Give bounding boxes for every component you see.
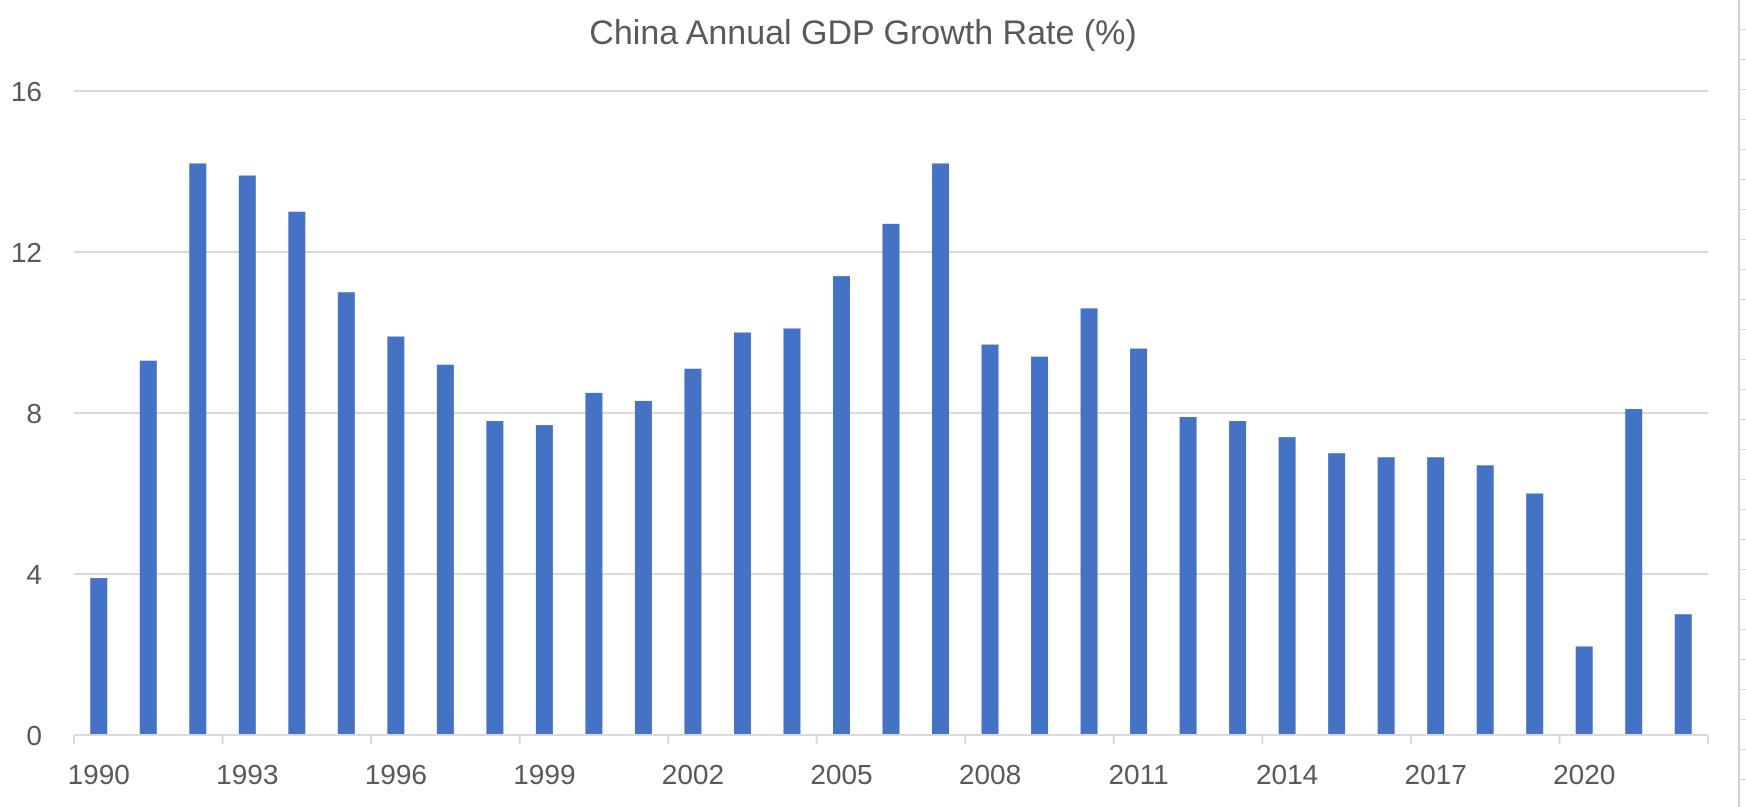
bar — [585, 392, 603, 735]
bar — [1229, 421, 1247, 735]
chart-title: China Annual GDP Growth Rate (%) — [589, 14, 1136, 52]
bar — [288, 211, 306, 735]
x-tick-label: 2017 — [1405, 759, 1467, 790]
bar — [1526, 493, 1544, 735]
bar — [634, 400, 652, 735]
y-tick-label: 4 — [26, 559, 42, 590]
bar — [238, 175, 256, 735]
x-tick-label: 1996 — [365, 759, 427, 790]
x-tick-label: 1999 — [513, 759, 575, 790]
x-tick-label: 2020 — [1553, 759, 1615, 790]
spreadsheet-edge — [1738, 0, 1746, 807]
bar-series — [90, 163, 1692, 735]
bar — [337, 292, 355, 735]
bar — [189, 163, 207, 735]
bar — [535, 425, 553, 735]
x-tick-label: 2011 — [1108, 759, 1168, 790]
bar — [1427, 457, 1445, 735]
y-tick-label: 8 — [26, 398, 42, 429]
bar — [733, 332, 751, 735]
bar — [1278, 437, 1296, 735]
y-tick-label: 16 — [11, 76, 42, 107]
x-tick-label: 1990 — [68, 759, 130, 790]
x-tick-label: 2014 — [1256, 759, 1318, 790]
bar — [932, 163, 950, 735]
bar — [1328, 453, 1346, 735]
x-axis: 1990 1993 1996 1999 2002 2005 2008 2011 2014 2017… — [68, 734, 1709, 790]
bar — [1476, 465, 1494, 735]
y-tick-label: 12 — [11, 237, 42, 268]
bar — [1377, 457, 1395, 735]
x-tick-label: 2008 — [959, 759, 1021, 790]
y-tick-label: 0 — [26, 720, 42, 751]
y-axis: 0 4 8 12 16 — [11, 76, 42, 751]
x-tick-label: 2005 — [810, 759, 872, 790]
bar — [783, 328, 801, 735]
bar — [1575, 646, 1593, 735]
x-tick-label: 1993 — [216, 759, 278, 790]
bar — [1031, 356, 1049, 735]
bar — [387, 336, 405, 735]
bar — [882, 223, 900, 735]
bar — [1674, 614, 1692, 735]
bar — [90, 578, 108, 735]
bar — [832, 276, 850, 735]
bar — [1130, 348, 1148, 735]
bar — [486, 421, 504, 735]
bar — [1625, 408, 1643, 735]
x-tick-label: 2002 — [662, 759, 724, 790]
bar — [1179, 417, 1197, 735]
bar — [684, 368, 702, 735]
bar — [981, 344, 999, 735]
bar — [139, 360, 157, 735]
bar — [1080, 308, 1098, 735]
bar — [436, 364, 454, 735]
